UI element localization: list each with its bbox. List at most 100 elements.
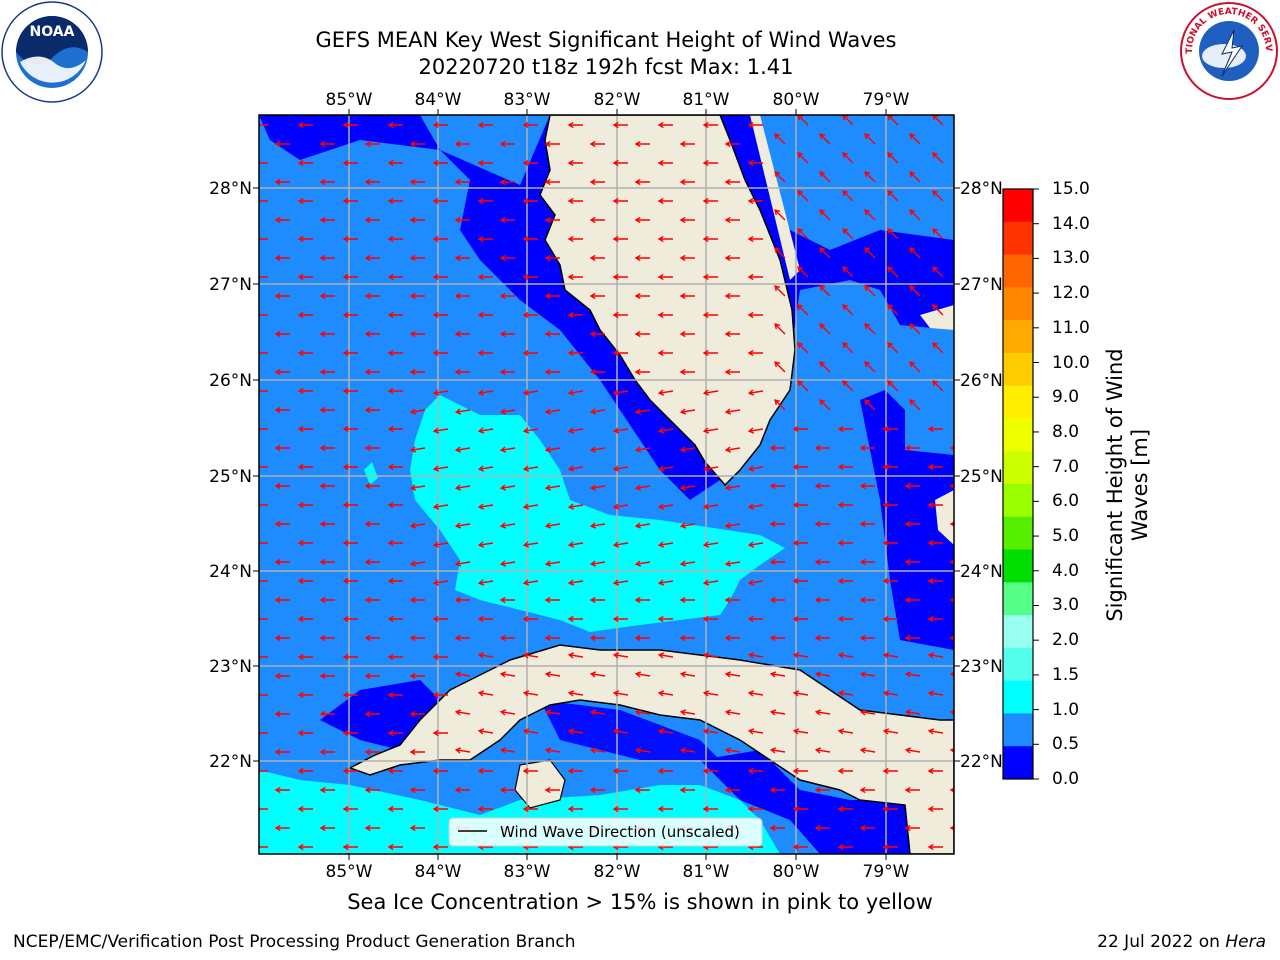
wind-arrow bbox=[477, 159, 493, 167]
wind-wave-direction-arrows bbox=[259, 115, 954, 851]
wind-arrow bbox=[837, 577, 853, 585]
wind-arrow bbox=[837, 501, 853, 509]
wind-arrow bbox=[409, 786, 425, 794]
wind-arrow bbox=[702, 690, 719, 697]
wind-arrow bbox=[297, 349, 313, 357]
wind-arrow bbox=[859, 747, 876, 754]
wind-arrow bbox=[679, 522, 696, 529]
wind-arrow bbox=[567, 503, 584, 510]
wind-arrow bbox=[387, 577, 403, 585]
colorbar-tick-label: 4.0 bbox=[1052, 560, 1080, 581]
wind-arrow bbox=[904, 444, 920, 452]
wind-arrow bbox=[612, 767, 628, 775]
wind-arrow bbox=[657, 728, 674, 735]
wind-arrow bbox=[634, 786, 650, 794]
wind-arrow bbox=[859, 482, 875, 490]
wind-arrow bbox=[364, 444, 380, 452]
sea-ice-note: Sea Ice Concentration > 15% is shown in … bbox=[347, 890, 933, 914]
wind-arrow bbox=[544, 709, 561, 716]
wind-arrow bbox=[927, 577, 943, 585]
wind-arrow bbox=[259, 276, 268, 278]
wind-arrow bbox=[409, 560, 426, 567]
lat-label: 23°N bbox=[960, 657, 1003, 677]
wind-arrow bbox=[904, 596, 920, 604]
wind-arrow bbox=[364, 330, 380, 338]
colorbar-segment bbox=[1003, 680, 1033, 714]
wind-arrow bbox=[319, 178, 335, 186]
wind-arrow bbox=[297, 501, 313, 509]
wind-arrow bbox=[792, 767, 808, 775]
wind-arrow bbox=[274, 520, 290, 528]
wind-arrow bbox=[797, 190, 809, 202]
wind-arrow bbox=[567, 311, 583, 319]
wind-arrow bbox=[634, 522, 651, 529]
wind-arrow bbox=[949, 787, 954, 793]
wind-arrow bbox=[432, 503, 449, 510]
wind-arrow bbox=[927, 767, 943, 775]
wind-arrow bbox=[837, 652, 854, 659]
wind-arrow bbox=[432, 235, 448, 243]
wind-arrow bbox=[259, 808, 268, 810]
wind-arrow bbox=[499, 178, 515, 186]
wind-arrow bbox=[634, 330, 650, 338]
wind-arrow bbox=[544, 446, 561, 453]
wind-arrow bbox=[612, 652, 629, 659]
wind-arrow bbox=[477, 349, 493, 357]
wind-arrow bbox=[797, 304, 809, 316]
wind-arrow bbox=[342, 805, 358, 813]
wind-arrow bbox=[819, 361, 831, 373]
wind-arrow bbox=[589, 671, 606, 678]
colorbar-frame bbox=[1002, 188, 1034, 780]
wind-arrow bbox=[927, 615, 943, 623]
wind-arrow bbox=[702, 273, 718, 281]
wind-arrow bbox=[932, 190, 944, 202]
wind-arrow bbox=[499, 254, 515, 262]
colorbar-tick-label: 0.0 bbox=[1052, 769, 1080, 789]
wind-arrow bbox=[882, 690, 899, 697]
wind-arrow bbox=[454, 560, 471, 567]
lat-label: 26°N bbox=[960, 371, 1003, 391]
wind-arrow bbox=[477, 579, 494, 586]
lat-label: 22°N bbox=[209, 752, 252, 772]
wind-arrow bbox=[297, 311, 313, 319]
wind-arrow bbox=[702, 197, 718, 205]
wind-arrow bbox=[544, 560, 561, 567]
wind-arrow bbox=[859, 634, 875, 642]
wind-arrow bbox=[387, 463, 403, 471]
wind-arrow bbox=[274, 824, 290, 832]
wind-arrow bbox=[859, 786, 875, 794]
wind-arrow bbox=[904, 482, 920, 490]
wind-arrow bbox=[544, 368, 560, 376]
wind-arrow bbox=[657, 197, 673, 205]
lat-label: 28°N bbox=[209, 179, 252, 199]
wind-arrow bbox=[747, 805, 763, 813]
wind-arrow bbox=[499, 786, 515, 794]
wind-arrow bbox=[949, 521, 954, 527]
wind-arrow bbox=[522, 805, 538, 813]
wind-arrow bbox=[679, 254, 695, 262]
wind-arrow bbox=[522, 503, 539, 510]
wind-arrow bbox=[774, 323, 786, 335]
wind-arrow bbox=[612, 273, 628, 281]
wind-arrow bbox=[522, 690, 539, 697]
wind-arrow bbox=[364, 558, 380, 566]
footer-host: Hera bbox=[1225, 932, 1266, 952]
moderate-wave-zone bbox=[410, 395, 785, 632]
colorbar-tick-label: 14.0 bbox=[1052, 213, 1090, 234]
wind-arrow bbox=[364, 216, 380, 224]
wind-arrow bbox=[544, 634, 560, 642]
wind-arrow bbox=[259, 542, 268, 544]
wind-arrow bbox=[909, 133, 921, 145]
wind-arrow bbox=[432, 805, 448, 813]
wind-arrow bbox=[747, 389, 764, 396]
colorbar-tick-label: 12.0 bbox=[1052, 283, 1090, 304]
wind-arrow bbox=[747, 579, 764, 586]
noaa-logo: NOAA bbox=[1, 1, 103, 103]
wind-arrow bbox=[657, 503, 674, 510]
wind-arrow bbox=[904, 824, 920, 832]
lon-label: 80°W bbox=[773, 862, 820, 882]
wind-arrow bbox=[522, 427, 539, 434]
wind-arrow bbox=[657, 767, 673, 775]
wind-arrow bbox=[567, 652, 584, 659]
wind-arrow bbox=[319, 368, 335, 376]
